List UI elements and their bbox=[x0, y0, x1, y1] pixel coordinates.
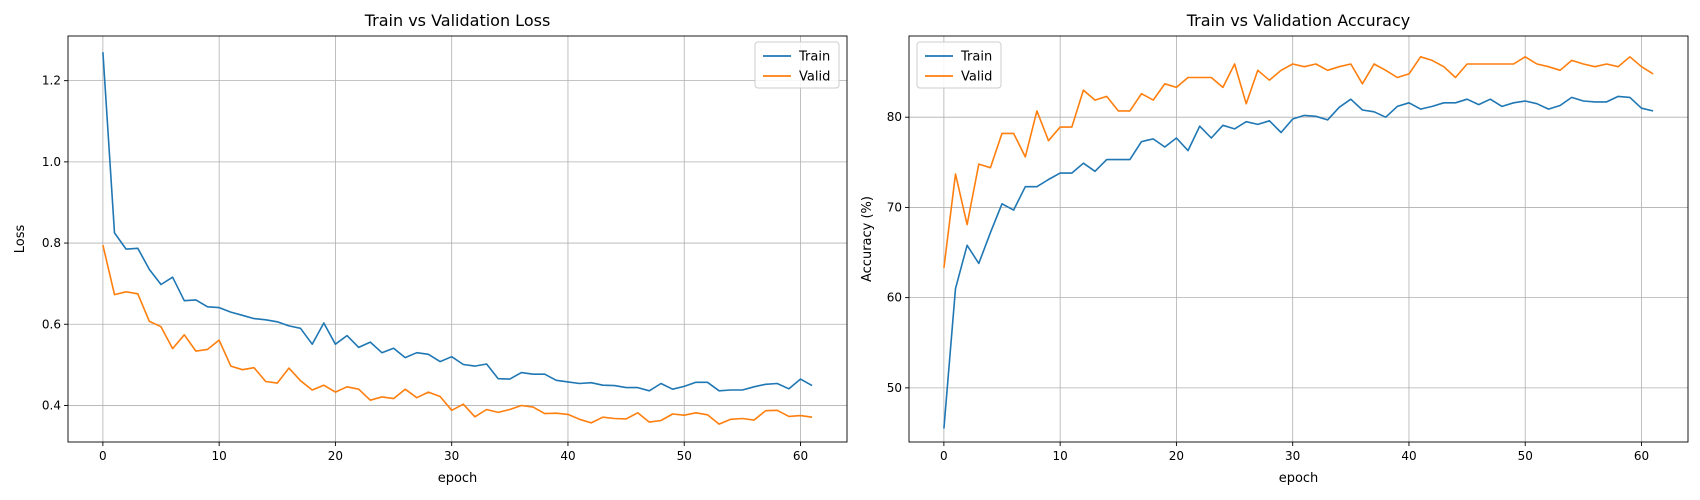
accuracy-ytick-label: 60 bbox=[887, 291, 902, 305]
loss-y-axis-label: Loss bbox=[13, 225, 28, 254]
loss-xtick-label: 40 bbox=[560, 449, 575, 463]
loss-xtick-label: 0 bbox=[99, 449, 107, 463]
loss-axes-frame bbox=[67, 35, 848, 443]
loss-ytick-label: 1.2 bbox=[42, 74, 61, 88]
loss-ytick-label: 0.8 bbox=[42, 236, 61, 250]
accuracy-xtick-label: 30 bbox=[1285, 449, 1300, 463]
loss-chart: 0 10 20 30 40 50 60 0.4 0.6 0.8 1.0 1.2 Train vs Val… bbox=[13, 11, 848, 486]
accuracy-xtick-label: 60 bbox=[1634, 449, 1649, 463]
accuracy-xtick-label: 0 bbox=[940, 449, 948, 463]
loss-xtick-label: 50 bbox=[677, 449, 692, 463]
loss-xtick-label: 20 bbox=[328, 449, 343, 463]
accuracy-ytick-label: 80 bbox=[887, 110, 902, 124]
loss-xtick-label: 30 bbox=[444, 449, 459, 463]
accuracy-ytick-label: 70 bbox=[887, 200, 902, 214]
loss-valid-line bbox=[102, 244, 813, 425]
loss-xtick-label: 60 bbox=[793, 449, 808, 463]
accuracy-y-axis-label: Accuracy (%) bbox=[860, 196, 875, 282]
accuracy-axes-frame bbox=[908, 35, 1689, 443]
accuracy-xtick-label: 50 bbox=[1518, 449, 1533, 463]
loss-train-line bbox=[102, 52, 813, 392]
loss-ytick-label: 0.6 bbox=[42, 317, 61, 331]
loss-legend-label-train: Train bbox=[798, 50, 830, 65]
accuracy-ytick-label: 50 bbox=[887, 381, 902, 395]
loss-legend: Train Valid bbox=[754, 41, 840, 89]
loss-x-axis-label: epoch bbox=[438, 471, 478, 486]
accuracy-legend-label-valid: Valid bbox=[961, 70, 992, 85]
loss-ytick-label: 1.0 bbox=[42, 155, 61, 169]
accuracy-xtick-label: 10 bbox=[1053, 449, 1068, 463]
loss-legend-label-valid: Valid bbox=[799, 70, 830, 85]
accuracy-legend-label-train: Train bbox=[960, 50, 992, 65]
accuracy-valid-line bbox=[943, 55, 1654, 268]
accuracy-xtick-label: 20 bbox=[1169, 449, 1184, 463]
loss-chart-title: Train vs Validation Loss bbox=[364, 11, 551, 30]
loss-ytick-label: 0.4 bbox=[42, 398, 61, 412]
accuracy-x-axis-label: epoch bbox=[1279, 471, 1319, 486]
accuracy-xtick-label: 40 bbox=[1401, 449, 1416, 463]
accuracy-train-line bbox=[943, 95, 1654, 429]
accuracy-chart-title: Train vs Validation Accuracy bbox=[1186, 11, 1411, 30]
accuracy-chart: 0 10 20 30 40 50 60 50 60 70 80 Train vs Validation… bbox=[860, 11, 1689, 486]
accuracy-legend: Train Valid bbox=[916, 41, 1002, 89]
loss-xtick-label: 10 bbox=[212, 449, 227, 463]
